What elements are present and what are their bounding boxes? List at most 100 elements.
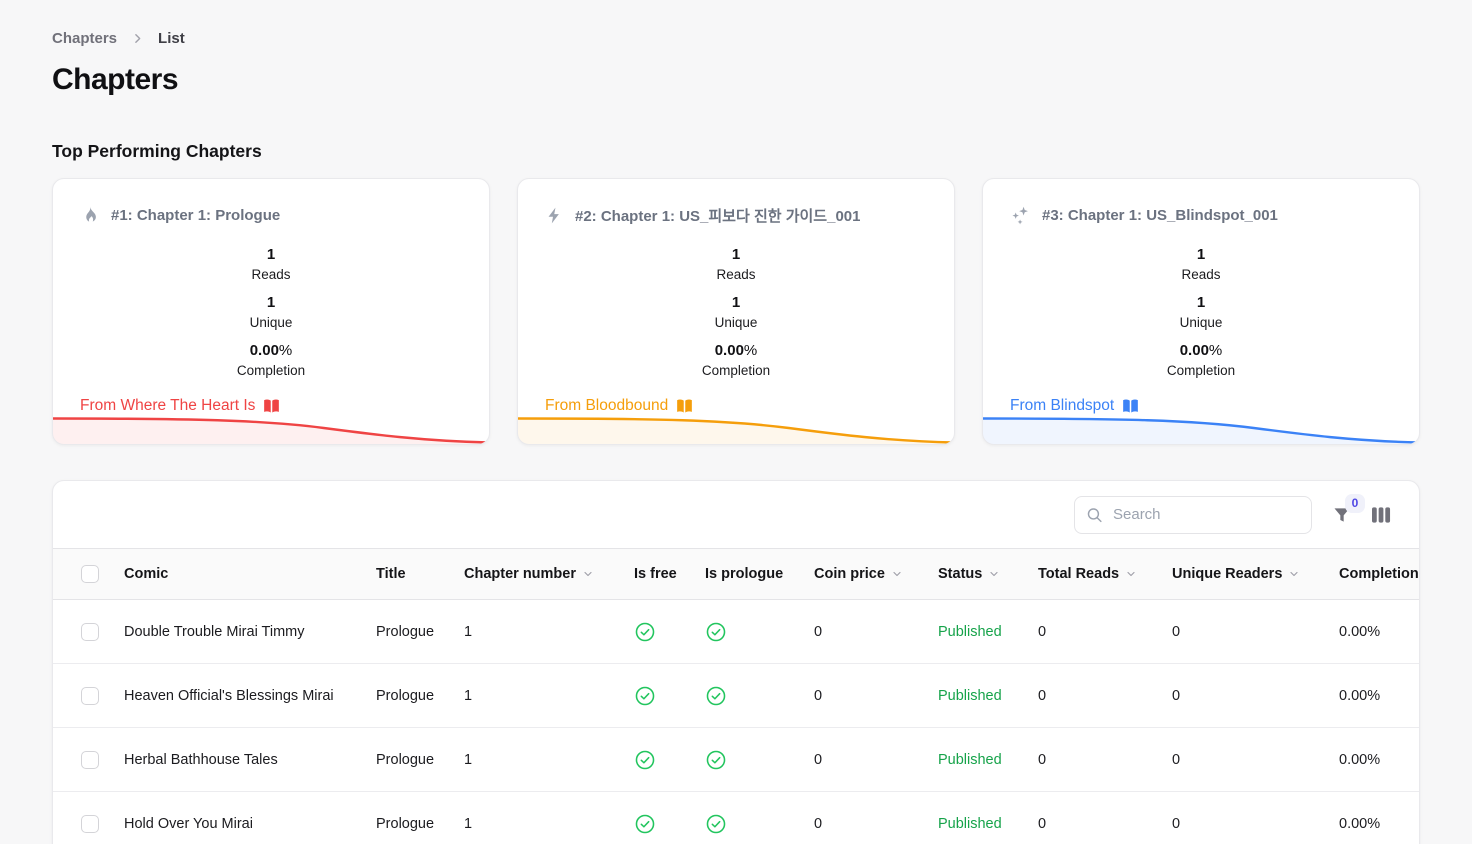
reads-sparkline [518, 417, 954, 444]
filter-button[interactable]: 0 [1332, 493, 1365, 525]
unique-value: 1 [731, 294, 741, 311]
chevron-down-icon [1288, 568, 1300, 580]
unique-label: Unique [1179, 315, 1223, 330]
cell-chapter-number: 1 [464, 623, 473, 640]
row-checkbox[interactable] [81, 750, 99, 769]
top-chapter-card-2: #2: Chapter 1: US_피보다 진한 가이드_001 1 Reads… [517, 178, 955, 445]
chevron-right-icon [131, 32, 144, 45]
is-prologue-check-icon [705, 621, 814, 643]
cell-coin-price: 0 [814, 623, 823, 640]
table-toolbar: 0 [53, 481, 1419, 548]
columns-icon [1372, 506, 1391, 523]
completion-value: 0.00% [1179, 342, 1223, 359]
breadcrumb-list[interactable]: List [158, 30, 185, 47]
from-comic-link[interactable]: From Blindspot [1010, 397, 1140, 415]
cell-coin-price: 0 [814, 751, 823, 768]
table-row[interactable]: Herbal Bathhouse Tales Prologue 1 0 Publ… [53, 728, 1419, 792]
unique-label: Unique [249, 315, 293, 330]
row-checkbox[interactable] [81, 686, 99, 705]
column-header-total-reads[interactable]: Total Reads [1038, 566, 1172, 582]
cell-title: Prologue [376, 623, 435, 640]
unique-value: 1 [1196, 294, 1206, 311]
table-row[interactable]: Heaven Official's Blessings Mirai Prolog… [53, 664, 1419, 728]
completion-label: Completion [701, 363, 771, 378]
column-header-chapter-number[interactable]: Chapter number [464, 566, 634, 582]
table-row[interactable]: Double Trouble Mirai Timmy Prologue 1 0 … [53, 600, 1419, 664]
column-header-is-prologue[interactable]: Is prologue [705, 566, 784, 582]
cell-total-reads: 0 [1038, 687, 1047, 704]
select-all-checkbox[interactable] [81, 565, 99, 583]
reads-label: Reads [251, 267, 291, 282]
table-row[interactable]: Hold Over You Mirai Prologue 1 0 Publish… [53, 792, 1419, 844]
toggle-columns-button[interactable] [1372, 506, 1391, 524]
cell-comic: Heaven Official's Blessings Mirai [124, 687, 334, 704]
cell-status: Published [938, 751, 1002, 768]
sparkles-icon [1010, 205, 1031, 226]
chapters-table-card: 0 Comic Title Chapter number Is free Is … [52, 480, 1420, 844]
unique-label: Unique [714, 315, 758, 330]
lightning-icon [545, 206, 564, 225]
cell-chapter-number: 1 [464, 815, 473, 832]
chevron-down-icon [1125, 568, 1137, 580]
cell-total-reads: 0 [1038, 815, 1047, 832]
top-chapter-stats: 1 Reads 1 Unique 0.00% Completion [518, 245, 954, 389]
cell-coin-price: 0 [814, 815, 823, 832]
top-chapters-cards: #1: Chapter 1: Prologue 1 Reads 1 Unique… [52, 178, 1420, 445]
cell-completion: 0.00% [1339, 687, 1381, 704]
top-chapter-title: #3: Chapter 1: US_Blindspot_001 [1042, 207, 1278, 224]
cell-title: Prologue [376, 751, 435, 768]
row-checkbox[interactable] [81, 814, 99, 833]
open-book-icon [1121, 398, 1140, 415]
column-header-coin-price[interactable]: Coin price [814, 566, 938, 582]
top-chapter-card-1: #1: Chapter 1: Prologue 1 Reads 1 Unique… [52, 178, 490, 445]
completion-value: 0.00% [714, 342, 758, 359]
is-prologue-check-icon [705, 685, 814, 707]
top-performing-section-title: Top Performing Chapters [52, 141, 262, 161]
cell-unique-readers: 0 [1172, 751, 1181, 768]
open-book-icon [262, 398, 281, 415]
flame-icon [80, 205, 100, 225]
breadcrumb-chapters[interactable]: Chapters [52, 30, 118, 47]
cell-chapter-number: 1 [464, 751, 473, 768]
cell-comic: Herbal Bathhouse Tales [124, 751, 278, 768]
unique-value: 1 [266, 294, 276, 311]
cell-chapter-number: 1 [464, 687, 473, 704]
cell-title: Prologue [376, 815, 435, 832]
top-chapter-stats: 1 Reads 1 Unique 0.00% Completion [983, 245, 1419, 389]
is-prologue-check-icon [705, 813, 814, 835]
is-free-check-icon [634, 813, 705, 835]
page-title: Chapters [52, 63, 179, 96]
top-chapter-title: #1: Chapter 1: Prologue [111, 206, 281, 224]
is-free-check-icon [634, 621, 705, 643]
completion-value: 0.00% [249, 342, 293, 359]
from-comic-link[interactable]: From Bloodbound [545, 397, 694, 415]
cell-comic: Double Trouble Mirai Timmy [124, 623, 305, 640]
column-header-completion[interactable]: Completion [1339, 566, 1419, 582]
cell-unique-readers: 0 [1172, 687, 1181, 704]
open-book-icon [675, 398, 694, 415]
top-chapter-title: #2: Chapter 1: US_피보다 진한 가이드_001 [575, 208, 861, 225]
column-header-title[interactable]: Title [376, 566, 406, 582]
column-header-is-free[interactable]: Is free [634, 566, 677, 582]
cell-comic: Hold Over You Mirai [124, 815, 253, 832]
column-header-status[interactable]: Status [938, 566, 1038, 582]
row-checkbox[interactable] [81, 622, 99, 641]
cell-status: Published [938, 623, 1002, 640]
column-header-comic[interactable]: Comic [124, 566, 169, 582]
reads-label: Reads [716, 267, 756, 282]
chevron-down-icon [891, 568, 903, 580]
cell-total-reads: 0 [1038, 623, 1047, 640]
completion-label: Completion [236, 363, 306, 378]
cell-status: Published [938, 687, 1002, 704]
from-comic-link[interactable]: From Where The Heart Is [80, 397, 281, 415]
column-header-unique-readers[interactable]: Unique Readers [1172, 566, 1339, 582]
cell-total-reads: 0 [1038, 751, 1047, 768]
cell-completion: 0.00% [1339, 751, 1381, 768]
cell-coin-price: 0 [814, 687, 823, 704]
search-input[interactable] [1074, 495, 1312, 534]
search-field [1074, 495, 1312, 534]
reads-value: 1 [1196, 246, 1206, 263]
reads-sparkline [983, 417, 1419, 444]
cell-completion: 0.00% [1339, 815, 1381, 832]
